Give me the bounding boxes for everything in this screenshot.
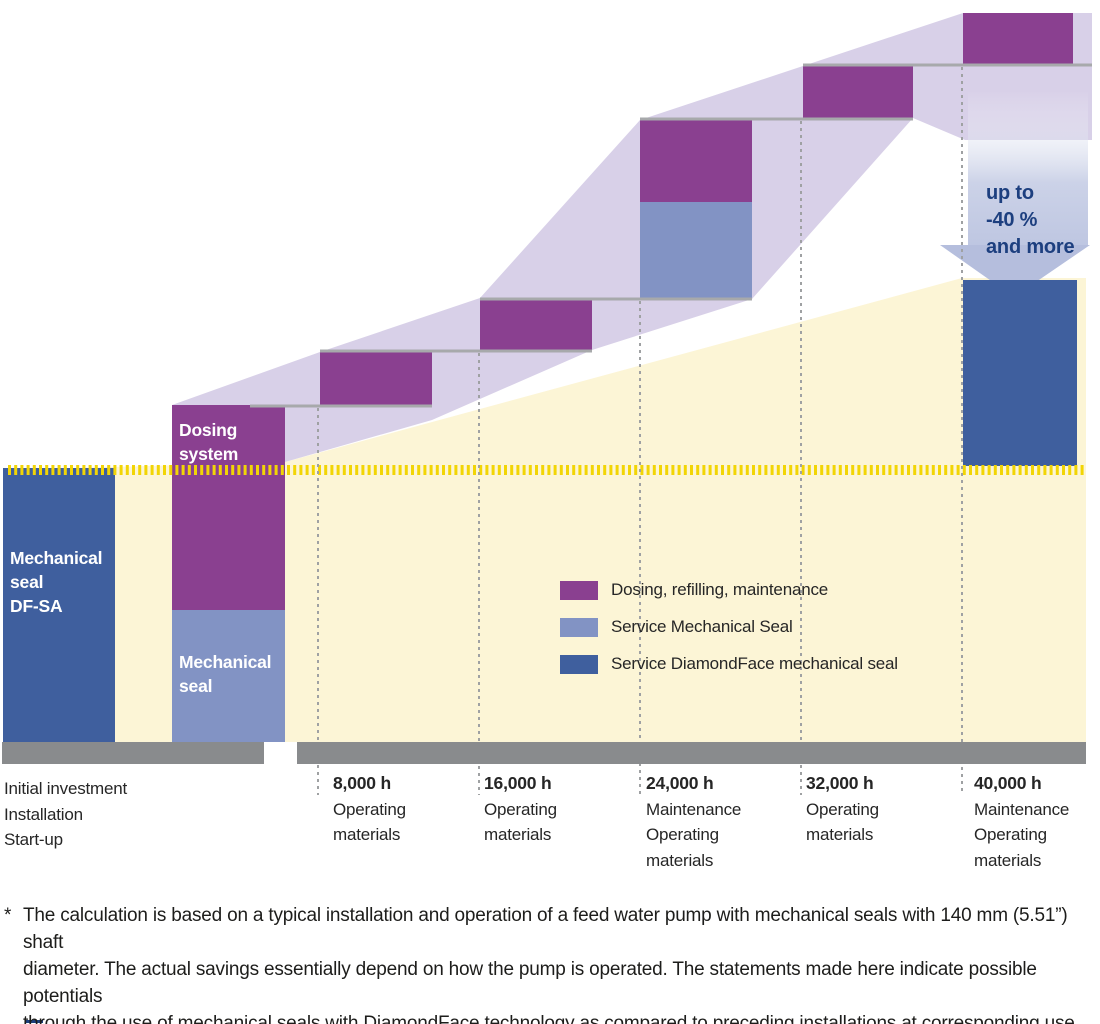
axis-title-32000h: 32,000 h bbox=[806, 773, 874, 793]
legend-swatch-dosing-icon bbox=[560, 580, 598, 600]
axis-title-8000h: 8,000 h bbox=[333, 773, 391, 793]
bar-32000h-dosing bbox=[803, 66, 913, 118]
vertical-guides bbox=[317, 67, 963, 795]
bar-24000h-dosing bbox=[640, 120, 752, 202]
legend-item-diamondface: Service DiamondFace mechanical seal bbox=[560, 654, 898, 674]
axis-subtitle-40000h: Maintenance Operating materials bbox=[974, 799, 1070, 870]
legend-swatch-service-seal-icon bbox=[560, 617, 598, 637]
axis-subtitle-32000h: Operating materials bbox=[806, 799, 879, 845]
bar-df-sa bbox=[3, 468, 115, 742]
axis-subtitle-8000h: Operating materials bbox=[333, 799, 406, 845]
bottom-accent-mark bbox=[25, 1020, 43, 1023]
bar-8000h-dosing bbox=[320, 352, 432, 405]
bar-dosing-system bbox=[172, 405, 285, 610]
legend-label-service-seal: Service Mechanical Seal bbox=[611, 617, 793, 636]
axis-title-16000h: 16,000 h bbox=[484, 773, 552, 793]
dosing-system-bar-label: Dosing system bbox=[179, 420, 239, 465]
axis-title-40000h: 40,000 h bbox=[974, 773, 1042, 793]
footnote-marker: * bbox=[4, 905, 12, 926]
axis-label-40000h: 40,000 h Maintenance Operating materials bbox=[974, 772, 1100, 873]
bar-16000h-dosing bbox=[480, 298, 592, 350]
legend-item-service-seal: Service Mechanical Seal bbox=[560, 617, 793, 637]
legend-item-dosing: Dosing, refilling, maintenance bbox=[560, 580, 828, 600]
savings-annotation: up to -40 % and more bbox=[986, 182, 1075, 258]
legend-label-diamondface: Service DiamondFace mechanical seal bbox=[611, 654, 898, 673]
footnote-text: The calculation is based on a typical in… bbox=[23, 905, 1075, 1024]
axis-label-initial: Initial investment Installation Start-up bbox=[4, 774, 264, 853]
savings-arrow-shaft bbox=[968, 92, 1088, 246]
baseline-bar-left bbox=[2, 742, 264, 764]
legend-swatch-diamondface-icon bbox=[560, 654, 598, 674]
axis-subtitle-24000h: Maintenance Operating materials bbox=[646, 799, 742, 870]
bar-mechanical-seal-initial bbox=[172, 610, 285, 742]
footnote: * The calculation is based on a typical … bbox=[4, 903, 1076, 1024]
bar-24000h-service-seal bbox=[640, 202, 752, 299]
axis-label-8000h: 8,000 h Operating materials bbox=[333, 772, 485, 848]
bar-service-diamondface bbox=[963, 280, 1077, 466]
baseline-bar-right bbox=[297, 742, 1086, 764]
mechanical-seal-bar-label: Mechanical seal bbox=[179, 652, 272, 697]
bar-40000h-dosing bbox=[963, 13, 1073, 65]
axis-title-24000h: 24,000 h bbox=[646, 773, 714, 793]
axis-label-32000h: 32,000 h Operating materials bbox=[806, 772, 958, 848]
savings-arrow-head bbox=[940, 245, 1090, 297]
df-sa-bar-label: Mechanical seal DF-SA bbox=[10, 548, 103, 617]
axis-subtitle-16000h: Operating materials bbox=[484, 799, 557, 845]
legend-label-dosing: Dosing, refilling, maintenance bbox=[611, 580, 829, 599]
axis-subtitle-initial: Initial investment Installation Start-up bbox=[4, 779, 128, 849]
axis-label-16000h: 16,000 h Operating materials bbox=[484, 772, 636, 848]
step-lines bbox=[250, 63, 1092, 408]
axis-label-24000h: 24,000 h Maintenance Operating materials bbox=[646, 772, 798, 873]
